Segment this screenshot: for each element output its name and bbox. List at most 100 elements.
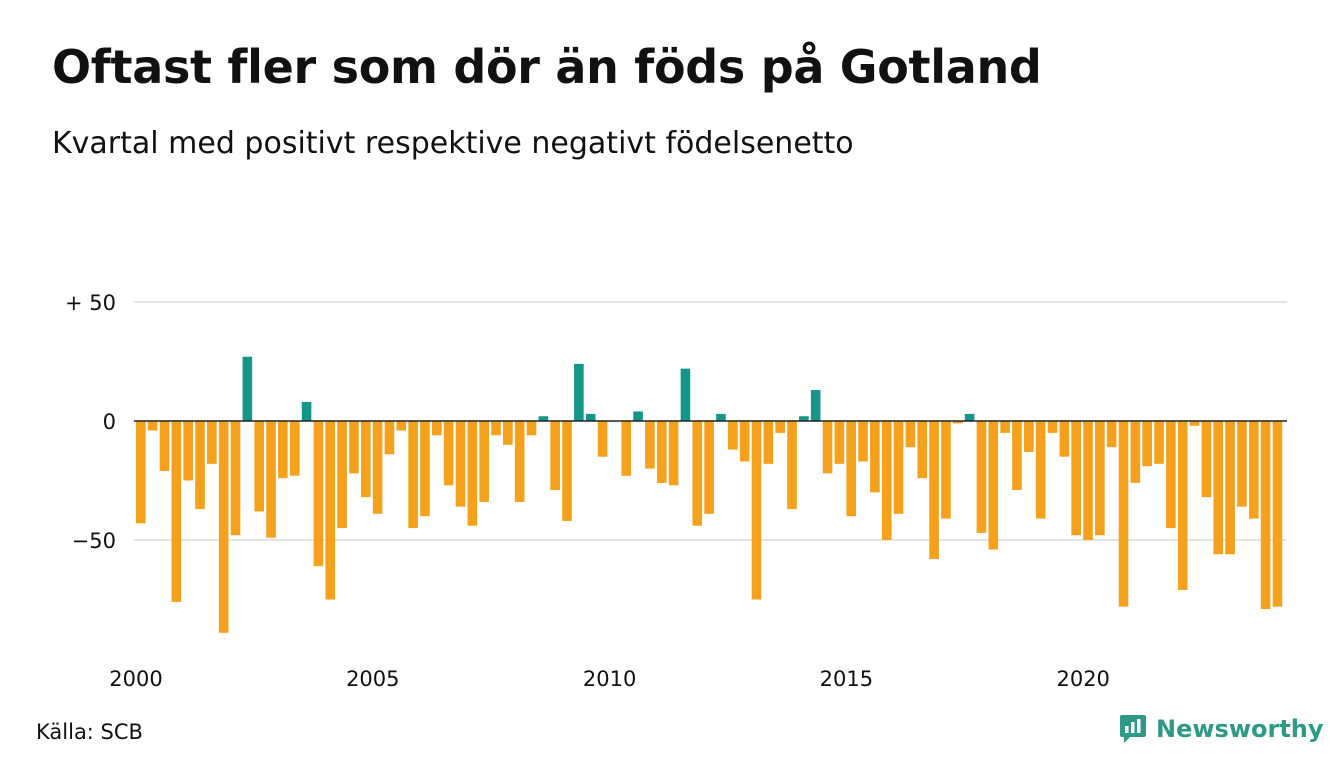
- bar: [432, 421, 442, 436]
- brand-logo: Newsworthy: [1118, 713, 1324, 745]
- bar: [408, 421, 418, 529]
- bars: [136, 356, 1283, 633]
- bar: [716, 413, 726, 421]
- bar: [1237, 421, 1247, 507]
- bar: [337, 421, 347, 529]
- bar: [976, 421, 987, 533]
- bar: [467, 421, 478, 526]
- x-tick-label: 2005: [346, 667, 399, 691]
- bar: [562, 421, 572, 521]
- bar: [905, 421, 916, 448]
- bar: [1177, 421, 1188, 590]
- bar: [739, 421, 750, 462]
- bar: [810, 390, 821, 421]
- bar: [893, 421, 904, 514]
- bar: [1225, 421, 1235, 555]
- chart-title: Oftast fler som dör än föds på Gotland: [52, 40, 1042, 94]
- bar: [171, 421, 182, 602]
- bar: [680, 368, 691, 421]
- x-tick-label: 2010: [583, 667, 636, 691]
- bar: [834, 421, 845, 464]
- bar: [692, 421, 703, 526]
- bar: [597, 421, 608, 457]
- bar: [183, 421, 193, 481]
- bar: [1166, 421, 1176, 529]
- bar: [360, 421, 371, 498]
- y-axis-ticks: + 50 0 −50: [65, 291, 116, 553]
- bar: [1083, 421, 1093, 540]
- bar: [136, 421, 146, 524]
- bar: [1272, 421, 1283, 607]
- bar: [207, 421, 217, 464]
- bar: [242, 356, 253, 421]
- bar: [396, 421, 407, 431]
- bar: [621, 421, 632, 476]
- bar: [301, 401, 312, 421]
- bar: [1106, 421, 1117, 448]
- bar: [775, 421, 785, 433]
- bar: [526, 421, 537, 436]
- x-axis-ticks: 2000 2005 2010 2015 2020: [109, 667, 1110, 691]
- brand-name: Newsworthy: [1156, 715, 1324, 743]
- bar: [1130, 421, 1141, 483]
- y-tick-label: + 50: [65, 291, 116, 315]
- bar: [751, 421, 762, 600]
- bar: [230, 421, 241, 536]
- x-tick-label: 2020: [1056, 667, 1109, 691]
- bar: [941, 421, 951, 519]
- bar: [846, 421, 856, 517]
- bar: [858, 421, 868, 462]
- bar: [929, 421, 939, 560]
- bar: [195, 421, 205, 510]
- bar: [514, 421, 525, 502]
- bar: [289, 421, 300, 476]
- bar: [633, 411, 643, 421]
- y-tick-label: −50: [72, 529, 116, 553]
- bar: [822, 421, 833, 474]
- bar: [1118, 421, 1129, 607]
- bar: [881, 421, 892, 540]
- bar: [1189, 421, 1200, 426]
- bar: [1213, 421, 1224, 555]
- bar: [952, 421, 963, 424]
- bar: [349, 421, 359, 474]
- bar: [538, 416, 549, 421]
- bar: [218, 421, 229, 633]
- bar: [574, 363, 584, 421]
- bar: [159, 421, 170, 471]
- bar: [491, 421, 501, 436]
- bar: [870, 421, 880, 493]
- bar: [728, 421, 738, 450]
- bar: [799, 416, 809, 421]
- bar: [1047, 421, 1058, 433]
- bar: [1154, 421, 1164, 464]
- bar: [325, 421, 336, 600]
- bar: [1142, 421, 1152, 467]
- bar: [787, 421, 797, 510]
- bar: [1095, 421, 1105, 536]
- newsworthy-logo-icon: [1120, 715, 1146, 743]
- bar: [1012, 421, 1022, 491]
- bar: [656, 421, 667, 483]
- bar: [1248, 421, 1259, 519]
- bar: [503, 421, 513, 445]
- bar: [372, 421, 383, 514]
- bar: [550, 421, 560, 491]
- bar: [668, 421, 679, 486]
- bar: [1071, 421, 1081, 536]
- bar: [917, 421, 928, 479]
- bar: [1035, 421, 1046, 519]
- source-note: Källa: SCB: [36, 720, 143, 744]
- bar: [763, 421, 774, 464]
- chart-subtitle: Kvartal med positivt respektive negativt…: [52, 126, 854, 161]
- bar: [384, 421, 395, 455]
- bar: [266, 421, 276, 538]
- bar: [988, 421, 999, 550]
- x-tick-label: 2000: [109, 667, 162, 691]
- bar: [147, 421, 158, 431]
- bar: [443, 421, 454, 486]
- x-tick-label: 2015: [820, 667, 873, 691]
- bar: [455, 421, 466, 507]
- bar: [964, 413, 975, 421]
